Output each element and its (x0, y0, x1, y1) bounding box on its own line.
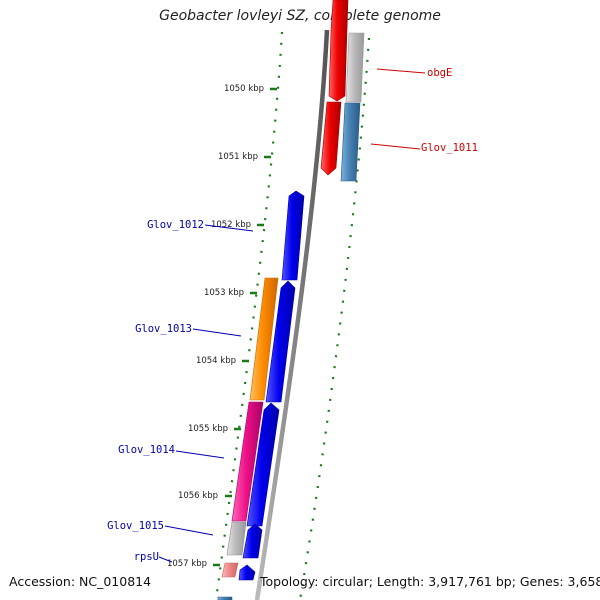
tick-label-1057: 1057 kbp (167, 559, 207, 569)
gene-label-Glov_1012: Glov_1012 (147, 219, 204, 231)
tick-1050: 1050 kbp (224, 84, 277, 94)
leader-rpsU (158, 556, 173, 563)
gene-Glov_1014 (231, 401, 264, 522)
tick-label-1052: 1052 kbp (211, 220, 251, 230)
leader-Glov_1013 (192, 328, 242, 337)
inner-gene-track (217, 0, 349, 600)
gene-bottom-fragment (217, 596, 233, 600)
gene-Glov_1011 (340, 102, 361, 182)
gene-label-Glov_1013: Glov_1013 (135, 323, 192, 335)
gene-label-obgE: obgE (427, 67, 452, 79)
tick-1051: 1051 kbp (218, 152, 271, 162)
gc-track-outer-dots (298, 37, 371, 600)
tick-1053: 1053 kbp (204, 288, 257, 298)
gene-labels: obgE Glov_1011 Glov_1012 Glov_1013 Glov_… (107, 67, 478, 563)
leader-Glov_1015 (164, 525, 214, 536)
leader-obgE (376, 68, 426, 74)
gene-Glov_1012 (281, 190, 305, 281)
leader-Glov_1014 (175, 450, 225, 459)
gene-Glov_1013-inner (265, 280, 296, 403)
gene-label-Glov_1014: Glov_1014 (118, 444, 175, 456)
tick-1054: 1054 kbp (196, 356, 249, 366)
gene-Glov_1015 (226, 521, 247, 556)
tick-label-1054: 1054 kbp (196, 356, 236, 366)
gene-obgE (328, 0, 349, 102)
tick-label-1050: 1050 kbp (224, 84, 264, 94)
tick-label-1056: 1056 kbp (178, 491, 218, 501)
tick-label-1051: 1051 kbp (218, 152, 258, 162)
gene-rpsU (221, 562, 239, 578)
tick-label-1055: 1055 kbp (188, 424, 228, 434)
topology-text: Topology: circular; Length: 3,917,761 bp… (260, 574, 600, 589)
gene-Glov_1014-inner (246, 402, 280, 527)
gene-label-Glov_1011: Glov_1011 (421, 142, 478, 154)
accession-text: Accession: NC_010814 (9, 574, 152, 589)
tick-group: 1050 kbp 1051 kbp 1052 kbp 1053 kbp 1054… (167, 84, 277, 569)
gene-Glov_1011-red (320, 101, 342, 176)
gene-label-Glov_1015: Glov_1015 (107, 520, 164, 532)
tick-label-1053: 1053 kbp (204, 288, 244, 298)
leader-Glov_1012 (204, 224, 254, 232)
gene-label-rpsU: rpsU (134, 551, 159, 563)
gene-rpsU-inner (238, 564, 256, 581)
tick-1055: 1055 kbp (188, 424, 241, 434)
gene-Glov_1015-inner (242, 523, 263, 559)
genome-backbone (254, 29, 330, 600)
tick-1056: 1056 kbp (178, 491, 232, 501)
label-leaders (158, 68, 426, 563)
tick-1057: 1057 kbp (167, 559, 220, 569)
gene-Glov_1013 (249, 277, 279, 401)
leader-Glov_1011 (370, 143, 421, 150)
gene-obgE-light (345, 32, 365, 103)
outer-gene-track (340, 32, 365, 182)
tick-1052: 1052 kbp (211, 220, 264, 230)
map-title: Geobacter lovleyi SZ, complete genome (159, 8, 441, 24)
